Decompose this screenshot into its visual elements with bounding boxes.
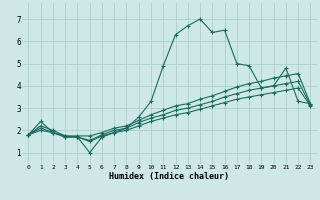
X-axis label: Humidex (Indice chaleur): Humidex (Indice chaleur) bbox=[109, 172, 229, 181]
